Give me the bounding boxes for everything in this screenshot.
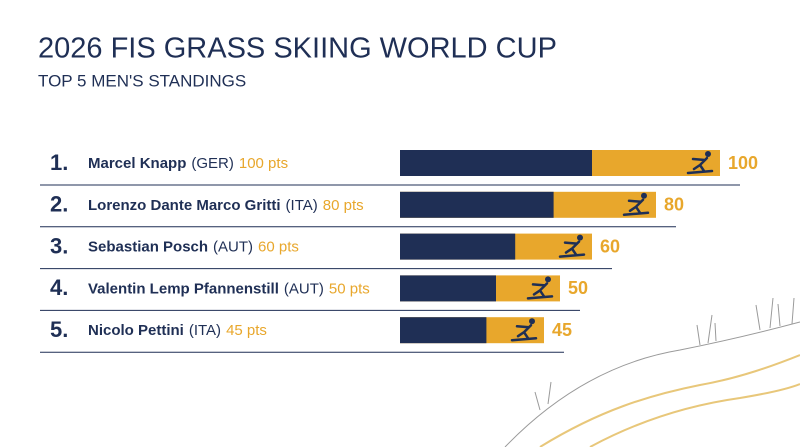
athlete-points: 45 pts (226, 322, 267, 339)
athlete-country: (AUT) (284, 280, 324, 297)
athlete-points: 50 pts (329, 280, 370, 297)
athlete-name: Valentin Lemp Pfannenstill (88, 280, 279, 297)
athlete-name: Marcel Knapp (88, 155, 186, 172)
skier-head (705, 151, 711, 157)
skier-head (529, 318, 535, 325)
rank: 5. (50, 317, 68, 342)
bar-accent (400, 150, 592, 176)
skier-head (577, 234, 583, 241)
athlete-points: 100 pts (239, 155, 288, 172)
athlete-country: (ITA) (286, 197, 318, 214)
value-label: 60 (600, 236, 620, 256)
value-label: 100 (728, 153, 758, 173)
bar-accent (400, 233, 516, 260)
skier-icon (510, 318, 538, 342)
athlete-country: (GER) (191, 155, 234, 172)
row-label: Sebastian Posch (AUT) 60 pts (88, 239, 299, 256)
chart-title: 2026 FIS GRASS SKIING WORLD CUP (38, 33, 557, 65)
row-label: Marcel Knapp (GER) 100 pts (88, 155, 288, 172)
skier-body (622, 198, 650, 217)
chart-subtitle: TOP 5 MEN'S STANDINGS (38, 71, 246, 90)
athlete-country: (AUT) (213, 239, 253, 256)
row-label: Lorenzo Dante Marco Gritti (ITA) 80 pts (88, 197, 364, 214)
bar-accent (400, 275, 496, 302)
bar-accent (400, 191, 554, 218)
skier-body (558, 240, 586, 258)
value-label: 50 (568, 278, 588, 298)
skier-icon (686, 151, 714, 175)
rank: 4. (50, 275, 68, 300)
hill-decoration (504, 297, 800, 447)
skier-icon (526, 276, 554, 300)
athlete-points: 80 pts (323, 197, 364, 214)
athlete-points: 60 pts (258, 239, 299, 256)
row-label: Valentin Lemp Pfannenstill (AUT) 50 pts (88, 280, 370, 297)
skier-body (526, 282, 554, 300)
value-label: 80 (664, 195, 684, 215)
athlete-name: Sebastian Posch (88, 239, 208, 256)
value-label: 45 (552, 320, 572, 340)
athlete-country: (ITA) (189, 322, 221, 339)
row-label: Nicolo Pettini (ITA) 45 pts (88, 322, 267, 339)
bar-accent (400, 317, 487, 344)
skier-head (545, 276, 551, 283)
rank: 1. (50, 150, 68, 175)
rank: 2. (50, 192, 68, 217)
athlete-name: Nicolo Pettini (88, 322, 184, 339)
rank: 3. (50, 233, 68, 258)
skier-head (641, 192, 647, 199)
skier-icon (622, 192, 650, 217)
athlete-name: Lorenzo Dante Marco Gritti (88, 197, 281, 214)
skier-body (686, 156, 714, 175)
skier-body (510, 323, 538, 342)
skier-icon (558, 234, 586, 258)
